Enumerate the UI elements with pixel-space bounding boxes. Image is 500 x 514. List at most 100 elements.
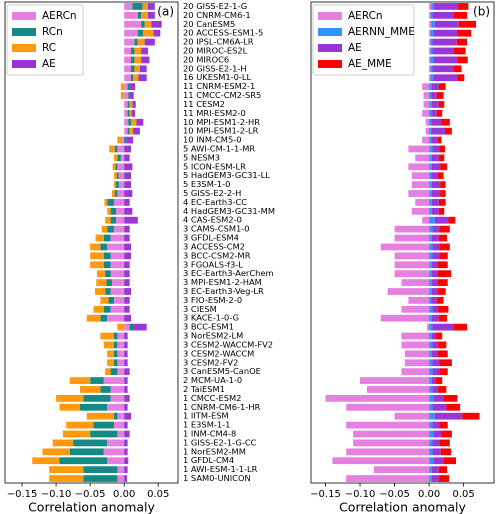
bar-segment [107,225,114,233]
x-tick-label: −0.10 [41,489,72,500]
bar-segment [126,136,134,144]
bar-segment [103,234,111,242]
bar-segment [124,279,130,286]
bar-segment [90,243,101,251]
bar-segment [86,412,114,420]
bar-segment [431,92,437,99]
bar-segment [429,457,434,465]
bar-segment [458,3,469,10]
bar-segment [408,190,430,197]
bar-segment [394,412,430,420]
model-label: 1 GISS-E2-1-G-CC [183,437,257,447]
bar-segment [129,92,134,99]
bar-segment [457,29,472,37]
bar-segment [73,439,108,447]
bar-segment [438,154,445,162]
bar-segment [432,65,454,73]
bar-segment [124,341,128,349]
bar-segment [415,154,430,162]
bar-segment [137,29,144,37]
legend-swatch [12,28,36,36]
bar-segment [346,421,430,429]
bar-segment [431,172,439,180]
bar-segment [90,430,118,438]
model-label: 4 HadGEM3-GC31-MM [183,206,275,216]
bar-segment [116,216,125,224]
model-label: 3 FGOALS-f3-L [183,259,243,269]
bar-segment [95,234,104,242]
legend-box [6,4,84,76]
bar-segment [120,92,125,99]
legend-label: AE [348,42,362,54]
bar-segment [373,466,430,474]
model-label: 2 TaiESM1 [183,384,225,394]
bar-segment [117,341,125,349]
bar-segment [441,118,450,126]
bar-segment [113,341,118,349]
bar-segment [117,368,125,376]
model-label: 3 MPI-ESM1-2-HAM [183,277,262,287]
bar-segment [131,118,137,126]
bar-segment [113,332,118,340]
bar-segment [124,154,130,162]
bar-segment [380,243,430,251]
bar-segment [117,190,125,197]
bar-segment [103,341,114,349]
model-label: 11 CMCC-CM2-SR5 [183,90,261,100]
bar-segment [133,74,139,82]
bar-segment [457,74,465,82]
model-label: 20 ACCESS-ESM1-5 [183,28,263,38]
bar-segment [124,412,132,420]
model-label: 20 GISS-E2-1-H [183,63,247,73]
bar-segment [129,127,134,135]
bar-segment [422,216,430,224]
legend-swatch [318,60,342,68]
bar-segment [124,359,128,367]
bar-segment [353,439,430,447]
legend-swatch [12,60,36,68]
bar-segment [134,65,140,73]
bar-segment [142,3,149,10]
bar-segment [446,403,461,411]
bar-segment [153,29,161,37]
bar-segment [52,439,74,447]
bar-segment [429,394,434,402]
bar-segment [435,332,443,340]
bar-segment [124,421,128,429]
bar-segment [458,20,477,28]
bar-segment [113,421,125,429]
bar-segment [49,475,84,482]
bar-segment [387,288,430,295]
bar-segment [113,297,125,304]
bar-segment [431,261,438,269]
bar-segment [100,386,111,393]
bar-segment [124,305,130,313]
bar-segment [124,234,130,242]
bar-segment [360,377,430,384]
bar-segment [432,368,440,376]
model-label: 3 ACCESS-CM2 [183,241,245,251]
bar-segment [429,101,432,108]
bar-segment [111,190,115,197]
bar-segment [124,163,133,171]
bar-segment [103,305,111,313]
bar-segment [439,145,445,153]
bar-segment [425,118,430,126]
bar-segment [431,136,439,144]
bar-segment [103,261,111,269]
bar-segment [107,207,111,215]
bar-segment [434,216,449,224]
bar-segment [423,101,430,108]
bar-segment [346,475,430,482]
bar-segment [429,127,432,135]
bar-segment [429,163,432,171]
legend-label: AERCn [348,10,383,22]
bar-segment [107,439,125,447]
bar-segment [422,83,430,91]
bar-segment [433,3,459,10]
model-label: 3 EC-Earth3-AerChem [183,268,274,278]
x-tick-label: −0.15 [310,489,341,500]
bar-segment [429,270,432,278]
bar-segment [353,430,430,438]
bar-segment [132,3,143,10]
